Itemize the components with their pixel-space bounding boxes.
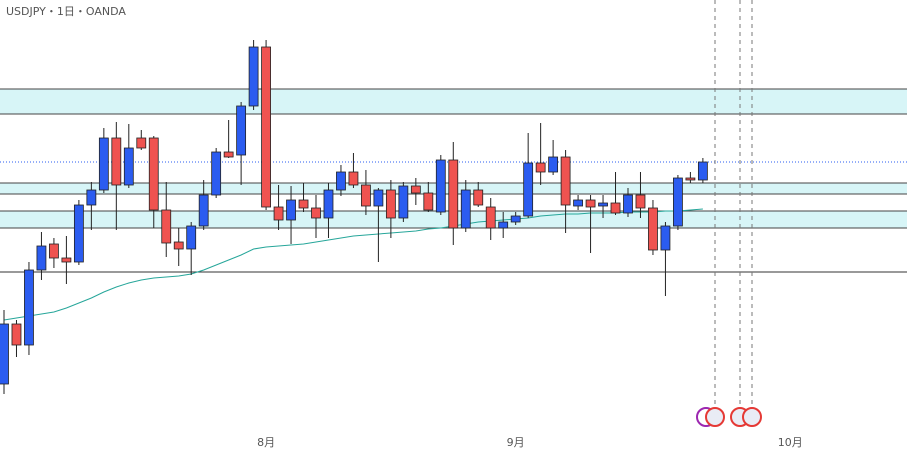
candle-body <box>460 189 471 229</box>
candle-body <box>610 202 621 214</box>
candle-body <box>535 162 546 173</box>
moving-average <box>3 208 703 321</box>
candle-body <box>211 151 222 196</box>
candle-body <box>598 202 608 207</box>
candle-body <box>697 161 708 181</box>
candle-body <box>685 177 696 181</box>
x-tick-label: 8月 <box>257 436 275 449</box>
candle-body <box>660 225 671 251</box>
event-lines <box>714 0 753 405</box>
candle-body <box>311 207 321 219</box>
candle-body <box>361 184 371 207</box>
event-icon[interactable] <box>742 407 762 427</box>
candle-body <box>61 257 72 263</box>
candle-body <box>673 177 683 227</box>
candle-body <box>261 46 271 208</box>
candle-body <box>236 105 247 156</box>
candle-body <box>198 194 209 227</box>
zone <box>0 89 907 114</box>
candle-body <box>510 215 521 223</box>
candle-body <box>623 194 633 214</box>
candle-body <box>148 137 159 211</box>
candle-body <box>49 243 59 259</box>
candle-body <box>11 323 22 346</box>
candle-body <box>398 185 409 219</box>
candle-body <box>286 199 296 221</box>
candle-body <box>186 225 197 250</box>
candle-body <box>348 171 359 186</box>
candle-body <box>0 323 9 385</box>
candle-body <box>111 137 122 186</box>
candle-body <box>423 192 434 211</box>
x-tick-label: 10月 <box>778 436 803 449</box>
candle-body <box>73 204 84 263</box>
candle-body <box>323 189 334 219</box>
candle-body <box>635 194 646 209</box>
candle-body <box>373 189 384 207</box>
candle-body <box>136 137 147 149</box>
candle-body <box>173 241 184 250</box>
candle-body <box>223 151 234 158</box>
candle-body <box>24 269 34 346</box>
candle-body <box>485 206 496 229</box>
chart-title: USDJPY・1日・OANDA <box>6 5 126 18</box>
candle-body <box>248 46 259 107</box>
candle-body <box>336 171 346 191</box>
candle-body <box>448 159 459 229</box>
candle-body <box>473 189 484 206</box>
candle-body <box>585 199 596 208</box>
event-icon[interactable] <box>705 407 725 427</box>
candle-body <box>435 159 446 213</box>
event-icons[interactable] <box>696 407 762 427</box>
candle-body <box>123 147 134 186</box>
candle-body <box>523 162 534 217</box>
candle-body <box>560 156 571 206</box>
candle-body <box>410 185 421 194</box>
candle-body <box>385 189 396 219</box>
candle-body <box>86 189 97 206</box>
candle-body <box>498 221 509 229</box>
candle-body <box>548 156 559 173</box>
candle-body <box>161 209 172 244</box>
candle-body <box>98 137 109 191</box>
candle-body <box>273 206 284 221</box>
x-tick-label: 9月 <box>507 436 525 449</box>
candle-body <box>648 207 658 251</box>
candle-body <box>36 245 47 271</box>
candle-body <box>573 199 583 207</box>
candle-body <box>298 199 309 209</box>
